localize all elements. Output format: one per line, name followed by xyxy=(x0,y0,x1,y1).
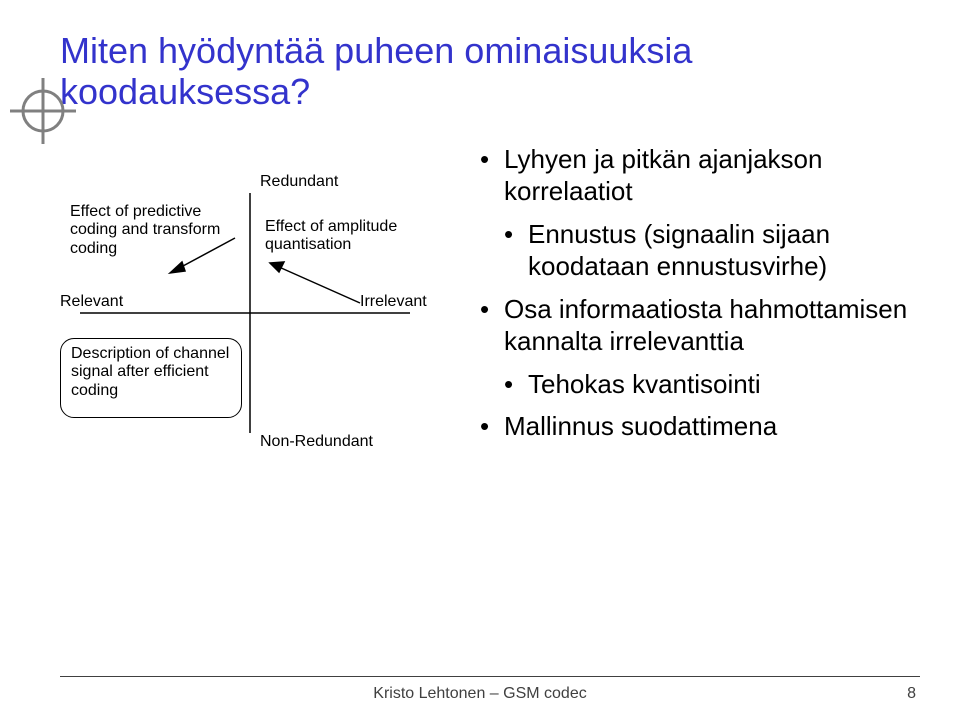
label-non-redundant: Non-Redundant xyxy=(260,433,373,451)
label-irrelevant: Irrelevant xyxy=(360,293,427,311)
box-amplitude-quantisation: Effect of amplitude quantisation xyxy=(265,218,415,255)
page-number: 8 xyxy=(907,685,916,703)
crosshair-icon xyxy=(8,76,78,146)
footer-text: Kristo Lehtonen – GSM codec xyxy=(0,685,960,703)
bullet-item: Ennustus (signaalin sijaan koodataan enn… xyxy=(480,218,920,283)
bullet-item: Osa informaatiosta hahmottamisen kannalt… xyxy=(480,293,920,358)
bullet-item: Tehokas kvantisointi xyxy=(480,368,920,401)
quadrant-diagram: Redundant Non-Redundant Relevant Irrelev… xyxy=(50,143,450,503)
label-relevant: Relevant xyxy=(60,293,123,311)
box-channel-signal: Description of channel signal after effi… xyxy=(60,338,242,418)
bullet-item: Mallinnus suodattimena xyxy=(480,410,920,443)
footer-divider xyxy=(60,676,920,677)
bullet-item: Lyhyen ja pitkän ajanjakson korrelaatiot xyxy=(480,143,920,208)
box-predictive-coding: Effect of predictive coding and transfor… xyxy=(70,203,230,258)
label-redundant: Redundant xyxy=(260,173,338,191)
slide-title: Miten hyödyntää puheen ominaisuuksia koo… xyxy=(60,30,920,113)
bullet-list: Lyhyen ja pitkän ajanjakson korrelaatiot… xyxy=(450,143,920,503)
